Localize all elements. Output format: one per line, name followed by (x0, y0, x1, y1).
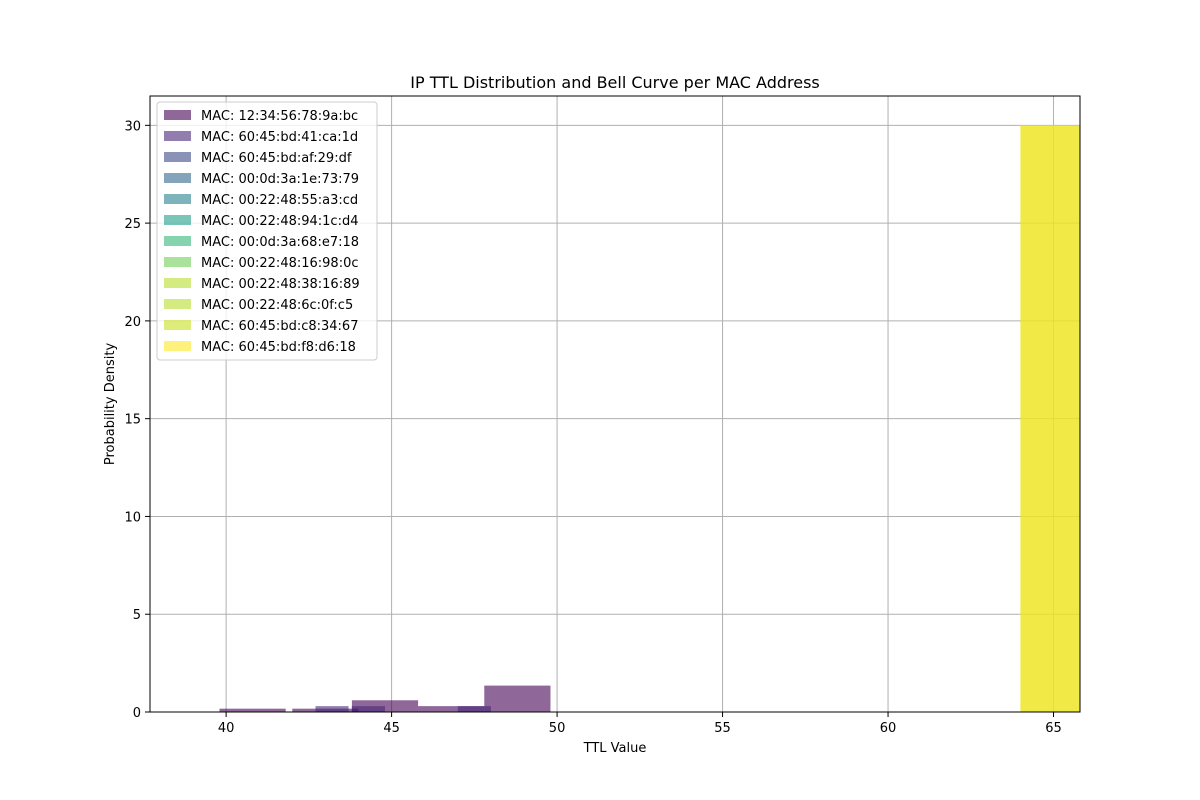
legend-swatch (164, 278, 191, 288)
legend-label: MAC: 00:0d:3a:1e:73:79 (201, 172, 359, 187)
y-tick-label: 30 (124, 119, 141, 134)
x-tick-label: 55 (714, 721, 731, 736)
x-tick-label: 45 (383, 721, 400, 736)
legend-swatch (164, 320, 191, 330)
bar-series-0 (219, 708, 286, 712)
legend-swatch (164, 215, 191, 225)
y-tick-label: 0 (133, 706, 141, 721)
bar-series-0 (351, 700, 419, 712)
legend-label: MAC: 60:45:bd:41:ca:1d (201, 130, 358, 145)
bar-series-1 (315, 706, 349, 712)
y-axis-ticks: 0 5 10 15 20 25 30 (124, 119, 150, 721)
legend-swatch (164, 152, 191, 162)
y-tick-label: 25 (124, 217, 141, 232)
legend-box (156, 101, 378, 361)
chart-title: IP TTL Distribution and Bell Curve per M… (410, 73, 820, 92)
legend-swatch (164, 110, 191, 120)
legend-label: MAC: 00:22:48:16:98:0c (201, 256, 359, 271)
legend-swatch (164, 257, 191, 267)
legend-swatch (164, 236, 191, 246)
legend-label: MAC: 00:22:48:94:1c:d4 (201, 214, 358, 229)
legend-label: MAC: 00:22:48:6c:0f:c5 (201, 298, 353, 313)
x-axis-title: TTL Value (583, 741, 647, 756)
y-tick-label: 5 (133, 608, 141, 623)
y-axis-title: Probability Density (103, 343, 118, 466)
x-tick-label: 40 (218, 721, 235, 736)
legend-swatch (164, 131, 191, 141)
legend-label: MAC: 60:45:bd:af:29:df (201, 151, 352, 166)
legend-swatch (164, 341, 191, 351)
x-tick-label: 60 (880, 721, 897, 736)
bars-group (219, 125, 1080, 713)
legend-label: MAC: 60:45:bd:c8:34:67 (201, 319, 358, 334)
x-axis-ticks: 40 45 50 55 60 65 (218, 712, 1062, 736)
legend-label: MAC: 00:22:48:38:16:89 (201, 277, 360, 292)
x-tick-label: 50 (549, 721, 566, 736)
legend-swatch (164, 299, 191, 309)
legend: MAC: 12:34:56:78:9a:bc MAC: 60:45:bd:41:c… (156, 101, 378, 361)
legend-label: MAC: 00:22:48:55:a3:cd (201, 193, 358, 208)
bar-series-1 (457, 706, 491, 712)
legend-label: MAC: 00:0d:3a:68:e7:18 (201, 235, 359, 250)
y-tick-label: 20 (124, 315, 141, 330)
legend-label: MAC: 60:45:bd:f8:d6:18 (201, 340, 356, 355)
legend-swatch (164, 173, 191, 183)
bar-series-0 (484, 685, 551, 712)
legend-label: MAC: 12:34:56:78:9a:bc (201, 109, 358, 124)
bar-series-0 (418, 706, 485, 712)
x-tick-label: 65 (1045, 721, 1062, 736)
y-tick-label: 10 (124, 510, 141, 525)
legend-swatch (164, 194, 191, 204)
y-tick-label: 15 (124, 413, 141, 428)
plot-frame (149, 95, 1081, 713)
bar-series-1 (351, 706, 385, 712)
bar-series-11 (1020, 125, 1080, 713)
